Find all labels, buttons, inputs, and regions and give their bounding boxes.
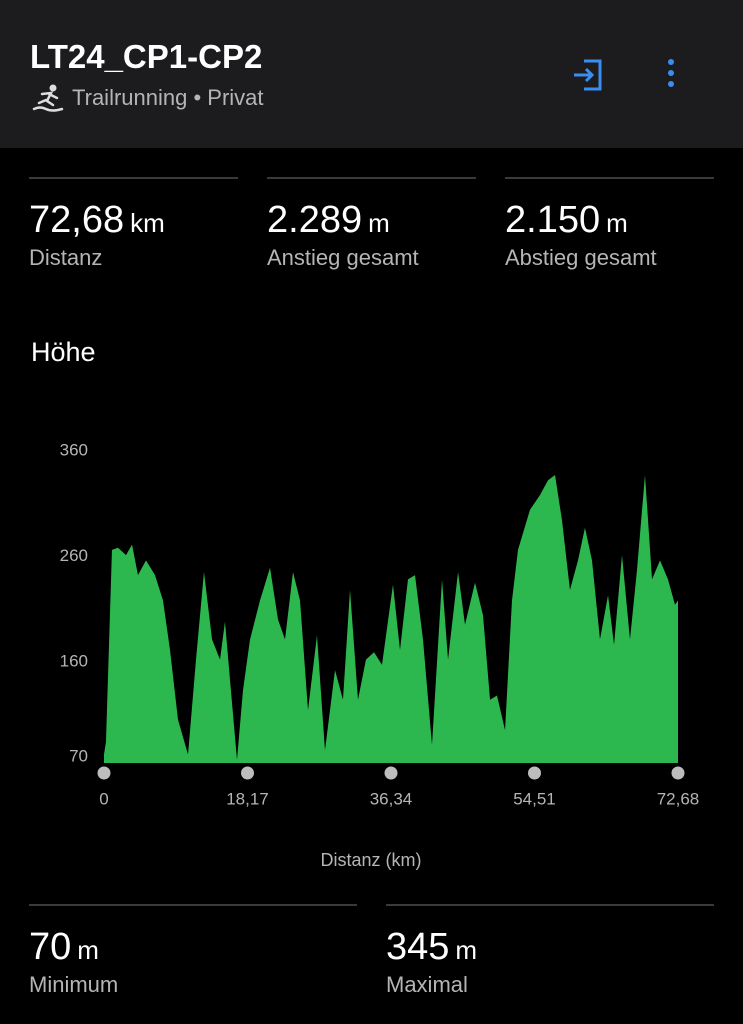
y-tick-label: 70: [69, 746, 88, 765]
stat-label: Abstieg gesamt: [505, 245, 657, 270]
header: LT24_CP1-CP2 Trailrunning • Privat: [0, 0, 743, 148]
stat-value: 72,68 km: [29, 199, 165, 242]
stat-label: Distanz: [29, 245, 103, 270]
stat-unit: km: [130, 208, 165, 238]
stat-value: 70 m: [29, 926, 99, 969]
stat-unit: m: [455, 935, 478, 965]
x-tick-dot: [528, 766, 541, 780]
export-button[interactable]: [572, 58, 604, 92]
x-tick-label: 36,34: [370, 789, 413, 808]
stat-unit: m: [368, 208, 390, 238]
x-tick-dot: [384, 766, 398, 780]
menu-button[interactable]: [662, 58, 680, 92]
stat-number: 2.289: [267, 199, 363, 241]
stat: 345 m Maximal: [386, 904, 714, 1006]
activity-title: LT24_CP1-CP2: [30, 38, 263, 75]
x-axis-label: Distanz (km): [320, 850, 421, 870]
x-tick-dot: [241, 766, 254, 780]
y-tick-label: 160: [60, 652, 88, 671]
stat-number: 2.150: [505, 199, 601, 241]
x-tick-label: 54,51: [513, 789, 556, 808]
y-tick-label: 360: [60, 440, 88, 459]
elevation-area: [104, 474, 678, 763]
chart-title: Höhe: [31, 337, 96, 367]
x-tick-label: 18,17: [226, 789, 269, 808]
stat-number: 72,68: [29, 199, 125, 241]
stat-unit: m: [77, 935, 99, 965]
elevation-chart: Höhe Distanz (km) 70 160 260 360 0 18,17 36,34…: [31, 337, 700, 870]
stat-unit: m: [606, 208, 628, 238]
stat: 2.150 m Abstieg gesamt: [505, 177, 714, 279]
running-icon: [32, 84, 64, 112]
y-tick-label: 260: [60, 546, 88, 565]
x-tick-dot: [671, 766, 685, 780]
activity-subtitle: Trailrunning • Privat: [72, 85, 264, 110]
stat-value: 2.289 m: [267, 199, 390, 242]
stat-label: Minimum: [29, 972, 119, 997]
stat: 72,68 km Distanz: [29, 177, 238, 279]
x-tick-label: 72,68: [657, 789, 700, 808]
stat-number: 345: [386, 926, 450, 968]
x-tick-dot: [97, 766, 111, 780]
stat-label: Anstieg gesamt: [267, 245, 419, 270]
stat-value: 345 m: [386, 926, 477, 969]
stat: 2.289 m Anstieg gesamt: [267, 177, 476, 279]
stat-number: 70: [29, 926, 72, 968]
stat: 70 m Minimum: [29, 904, 357, 1006]
stat-label: Maximal: [386, 972, 468, 997]
stat-value: 2.150 m: [505, 199, 628, 242]
x-tick-label: 0: [99, 789, 108, 808]
